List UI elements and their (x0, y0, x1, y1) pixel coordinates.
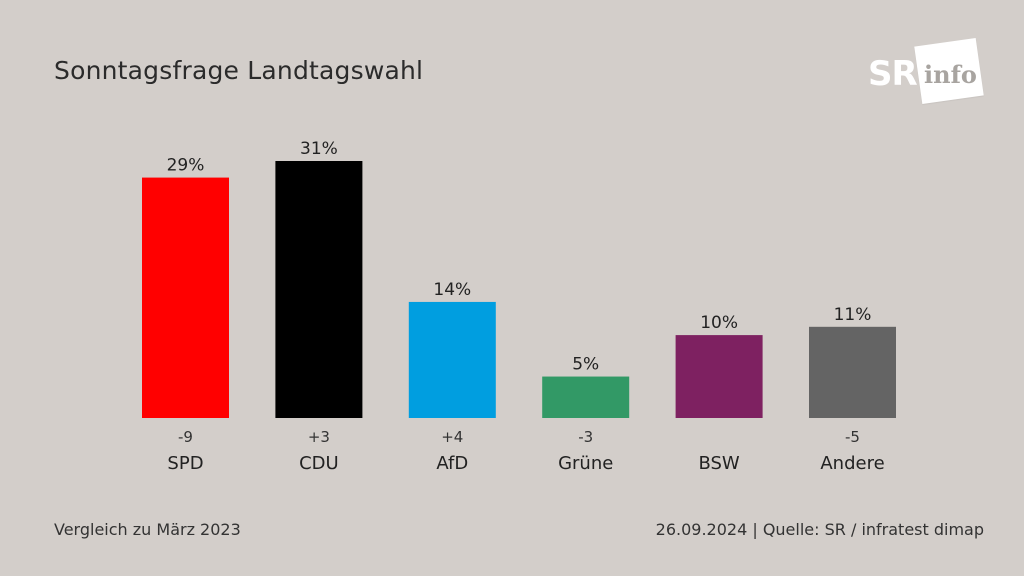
value-label-1: 31% (300, 139, 338, 159)
source-note: 26.09.2024 | Quelle: SR / infratest dima… (655, 520, 984, 539)
bar-5 (809, 326, 896, 418)
value-label-0: 29% (167, 156, 205, 176)
bar-3 (542, 376, 630, 418)
value-label-5: 11% (834, 305, 872, 325)
change-label-2: +4 (441, 428, 463, 446)
bar-4 (675, 335, 763, 418)
value-label-4: 10% (700, 313, 738, 333)
comparison-note: Vergleich zu März 2023 (54, 520, 241, 539)
bar-2 (408, 301, 496, 418)
chart-title: Sonntagsfrage Landtagswahl (54, 56, 424, 85)
change-label-1: +3 (308, 428, 330, 446)
category-label-2: AfD (436, 453, 468, 474)
category-label-5: Andere (820, 453, 884, 474)
category-label-1: CDU (299, 453, 339, 474)
value-label-2: 14% (433, 280, 471, 300)
logo-sr-text: SR (868, 54, 918, 94)
bar-1 (275, 161, 363, 418)
bar-0 (142, 177, 229, 418)
change-label-5: -5 (845, 428, 860, 446)
category-label-3: Grüne (558, 453, 613, 474)
change-label-0: -9 (178, 428, 193, 446)
value-label-3: 5% (572, 355, 599, 375)
category-label-0: SPD (167, 453, 203, 474)
sr-info-logo: SR info (868, 37, 988, 105)
category-label-4: BSW (698, 453, 739, 474)
logo-info-text: info (924, 60, 977, 89)
change-label-3: -3 (578, 428, 593, 446)
